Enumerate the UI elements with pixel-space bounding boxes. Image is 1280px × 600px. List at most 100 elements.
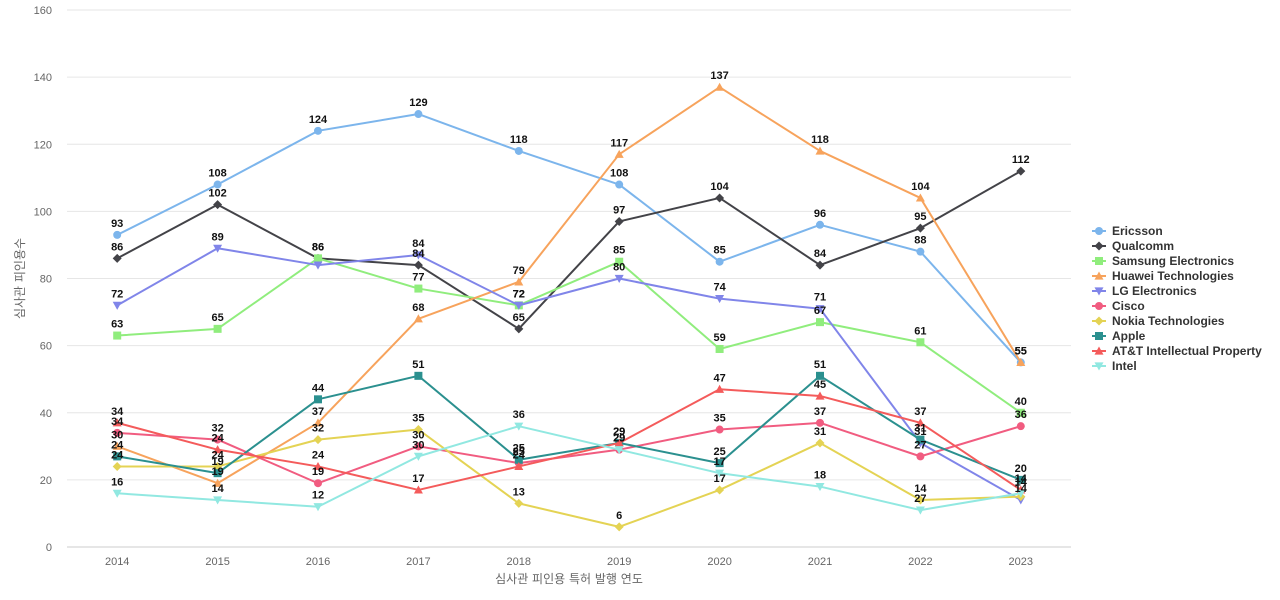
data-label: 47 [713, 372, 725, 384]
series-ericsson [113, 110, 1025, 367]
data-label: 30 [412, 429, 424, 441]
data-label: 31 [914, 426, 926, 438]
data-point [213, 496, 223, 505]
data-label: 40 [1015, 396, 1027, 408]
legend-label: Huawei Technologies [1112, 269, 1234, 283]
data-point [614, 274, 624, 283]
data-label: 17 [713, 473, 725, 485]
data-point [113, 452, 122, 461]
data-label: 79 [513, 265, 525, 277]
data-point [112, 489, 122, 498]
data-point [715, 384, 725, 393]
data-label: 19 [211, 456, 223, 468]
legend-label: AT&T Intellectual Property [1112, 344, 1262, 358]
legend-item[interactable]: Samsung Electronics [1092, 254, 1234, 268]
data-point [715, 193, 725, 203]
legend-item[interactable]: Huawei Technologies [1092, 269, 1234, 283]
data-point [916, 247, 925, 256]
data-label: 104 [710, 181, 729, 193]
data-label: 108 [208, 168, 226, 180]
legend-label: Cisco [1112, 299, 1145, 313]
legend-marker [1095, 227, 1103, 235]
data-point [815, 260, 825, 270]
series-nokia-technologies [112, 425, 1026, 532]
data-point [915, 418, 925, 427]
data-point [314, 479, 322, 488]
data-point [615, 180, 624, 189]
data-point [715, 459, 724, 468]
data-point [915, 223, 925, 233]
data-point [313, 503, 323, 512]
data-label: 14 [1015, 476, 1028, 488]
data-point [213, 180, 222, 189]
data-label: 55 [1015, 345, 1027, 357]
data-point [514, 422, 524, 431]
data-point [514, 146, 523, 155]
data-label: 65 [513, 312, 525, 324]
data-label: 84 [412, 248, 425, 260]
legend-item[interactable]: Apple [1092, 329, 1146, 343]
data-point [112, 441, 122, 450]
data-label: 14 [211, 483, 224, 495]
data-point [113, 331, 122, 340]
legend-item[interactable]: Intel [1092, 359, 1137, 373]
data-label: 102 [208, 188, 226, 200]
data-point [1016, 408, 1025, 417]
legend-item[interactable]: Qualcomm [1092, 239, 1174, 253]
data-point [715, 257, 724, 266]
data-point [715, 485, 725, 495]
x-tick-label: 2023 [1009, 556, 1033, 568]
data-label: 84 [412, 238, 425, 250]
data-label: 34 [111, 406, 124, 418]
data-label: 118 [510, 134, 528, 146]
series-line [116, 113, 1022, 364]
series-line [117, 257, 1022, 414]
data-point [615, 257, 624, 266]
data-label: 19 [211, 466, 223, 478]
y-tick-label: 80 [40, 274, 52, 286]
data-point [514, 324, 524, 334]
data-point [413, 314, 423, 323]
data-point [815, 305, 825, 314]
legend-label: Ericsson [1112, 224, 1163, 238]
data-point [915, 193, 925, 202]
data-label: 29 [613, 433, 625, 445]
data-point [414, 110, 423, 119]
data-point [112, 253, 122, 263]
data-label: 85 [713, 245, 725, 257]
legend-item[interactable]: AT&T Intellectual Property [1092, 344, 1262, 358]
data-label: 14 [914, 483, 927, 495]
data-label: 85 [613, 245, 625, 257]
data-point [414, 284, 423, 293]
data-point [614, 216, 624, 226]
data-label: 95 [914, 211, 926, 223]
data-point [213, 478, 223, 487]
data-point [715, 295, 725, 304]
series-apple [113, 371, 1025, 484]
data-label: 27 [914, 493, 926, 505]
data-label: 25 [513, 443, 525, 455]
x-tick-label: 2020 [707, 556, 731, 568]
legend-item[interactable]: Cisco [1092, 299, 1145, 313]
data-label: 129 [409, 97, 427, 109]
data-point [614, 438, 624, 447]
series-line [117, 421, 1022, 485]
data-label: 14 [1015, 483, 1028, 495]
data-point [413, 260, 423, 270]
y-axis-title: 심사관 피인용수 [13, 238, 27, 319]
data-label: 71 [814, 292, 826, 304]
y-tick-label: 0 [46, 542, 52, 554]
legend-item[interactable]: LG Electronics [1092, 284, 1197, 298]
data-point [314, 395, 322, 404]
legend-item[interactable]: Nokia Technologies [1092, 314, 1225, 328]
data-point [413, 485, 423, 494]
data-label: 77 [412, 272, 424, 284]
data-label: 17 [412, 473, 424, 485]
data-point [915, 506, 925, 515]
legend-item[interactable]: Ericsson [1092, 224, 1163, 238]
data-point [112, 461, 122, 471]
x-tick-label: 2016 [306, 556, 330, 568]
data-point [514, 461, 524, 471]
data-label: 13 [513, 486, 525, 498]
